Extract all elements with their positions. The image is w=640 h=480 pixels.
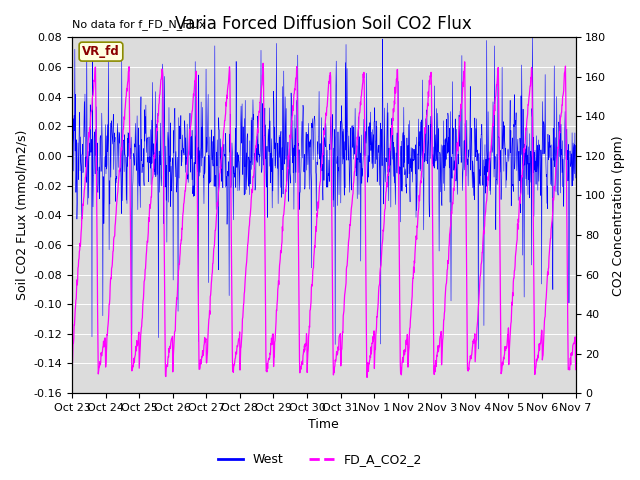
Title: Varia Forced Diffusion Soil CO2 Flux: Varia Forced Diffusion Soil CO2 Flux [175,15,472,33]
Y-axis label: CO2 Concentration (ppm): CO2 Concentration (ppm) [612,135,625,296]
X-axis label: Time: Time [308,419,339,432]
Legend: West, FD_A_CO2_2: West, FD_A_CO2_2 [213,448,427,471]
Y-axis label: Soil CO2 FLux (mmol/m2/s): Soil CO2 FLux (mmol/m2/s) [15,130,28,300]
Text: VR_fd: VR_fd [82,45,120,58]
Text: No data for f_FD_N_Flux: No data for f_FD_N_Flux [72,19,205,30]
